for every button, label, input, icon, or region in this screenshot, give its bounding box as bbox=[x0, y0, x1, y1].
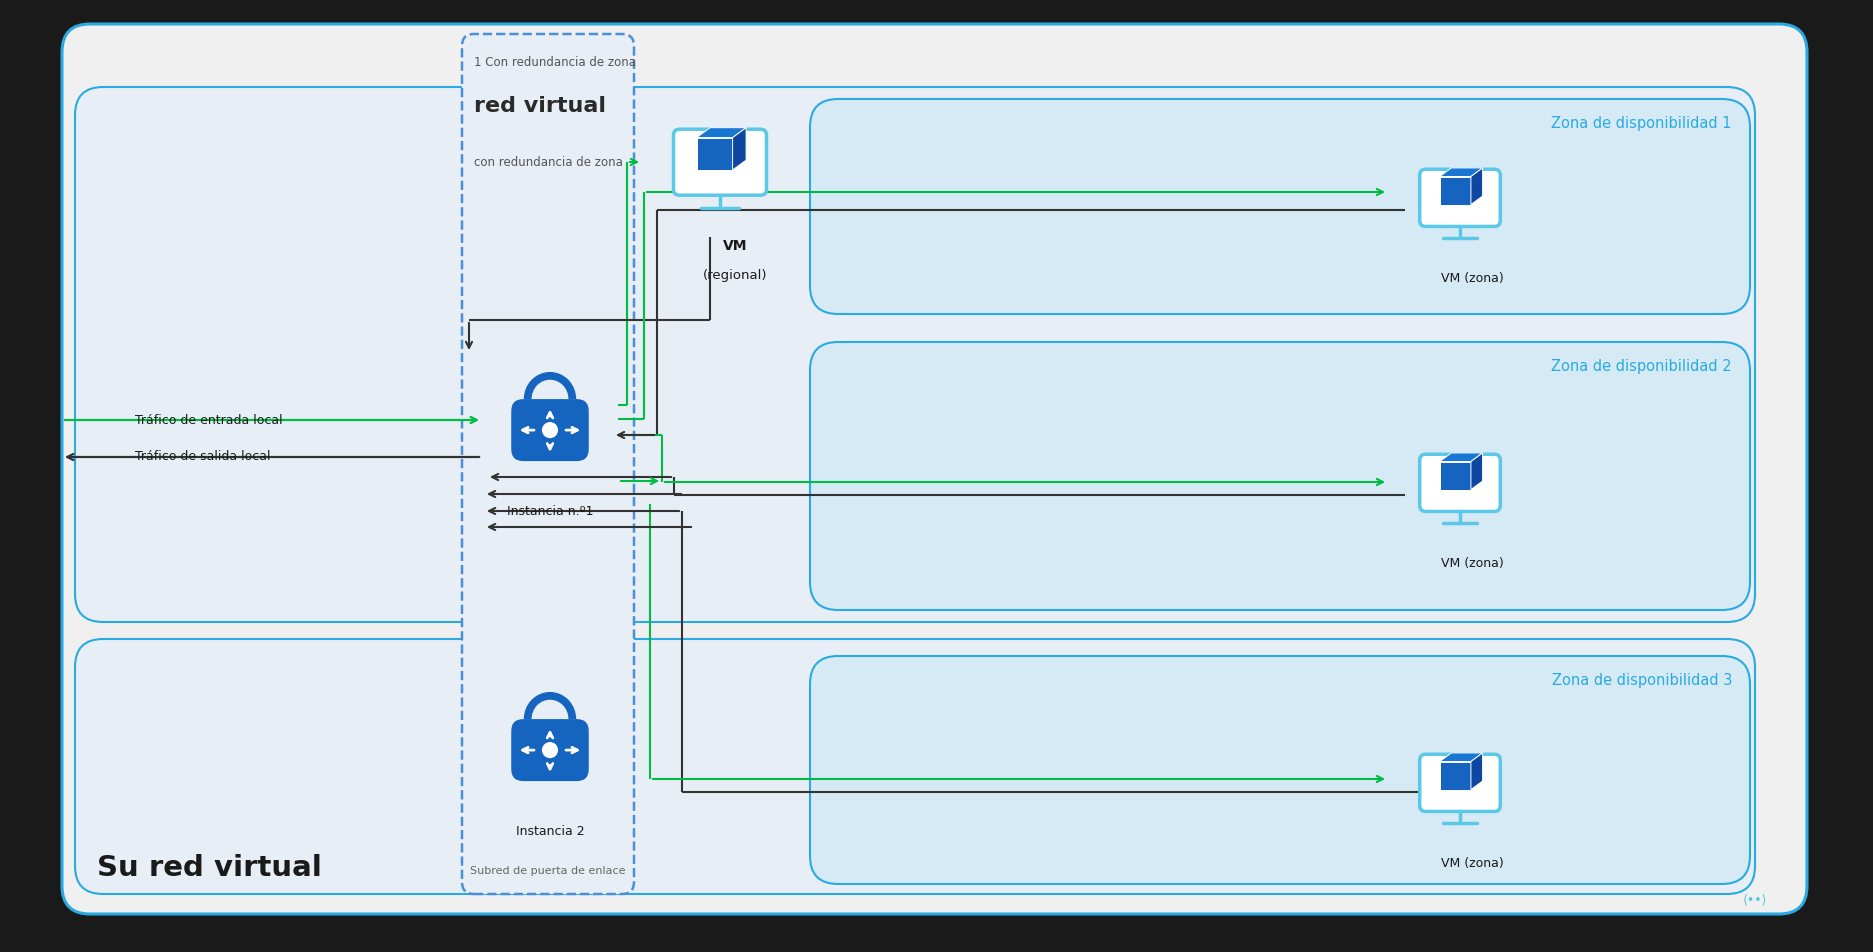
Text: VM (zona): VM (zona) bbox=[1440, 857, 1504, 870]
Polygon shape bbox=[1440, 168, 1483, 176]
Polygon shape bbox=[1470, 453, 1483, 489]
FancyBboxPatch shape bbox=[463, 34, 633, 894]
Polygon shape bbox=[1440, 753, 1483, 762]
FancyBboxPatch shape bbox=[1420, 754, 1500, 811]
Polygon shape bbox=[1470, 168, 1483, 205]
Circle shape bbox=[541, 422, 558, 438]
Polygon shape bbox=[1470, 753, 1483, 789]
Polygon shape bbox=[1440, 762, 1470, 789]
Text: con redundancia de zona: con redundancia de zona bbox=[474, 156, 624, 169]
FancyBboxPatch shape bbox=[1420, 169, 1500, 227]
FancyBboxPatch shape bbox=[809, 656, 1749, 884]
FancyBboxPatch shape bbox=[674, 129, 766, 195]
Polygon shape bbox=[1440, 462, 1470, 489]
Polygon shape bbox=[1440, 453, 1483, 462]
Text: VM (zona): VM (zona) bbox=[1440, 272, 1504, 285]
FancyBboxPatch shape bbox=[62, 24, 1807, 914]
Text: VM: VM bbox=[723, 239, 747, 253]
Polygon shape bbox=[1440, 176, 1470, 205]
Text: ⟨••⟩: ⟨••⟩ bbox=[1742, 894, 1768, 906]
Text: Zona de disponibilidad 1: Zona de disponibilidad 1 bbox=[1551, 116, 1733, 131]
FancyBboxPatch shape bbox=[511, 399, 588, 461]
FancyBboxPatch shape bbox=[75, 87, 1755, 622]
Text: (regional): (regional) bbox=[702, 269, 768, 282]
Text: Instancia 2: Instancia 2 bbox=[515, 825, 584, 838]
Text: Instancia n.º1: Instancia n.º1 bbox=[508, 505, 594, 518]
FancyBboxPatch shape bbox=[1420, 454, 1500, 511]
FancyBboxPatch shape bbox=[511, 719, 588, 781]
Polygon shape bbox=[697, 138, 732, 170]
Text: VM (zona): VM (zona) bbox=[1440, 557, 1504, 570]
Circle shape bbox=[541, 742, 558, 758]
Polygon shape bbox=[697, 128, 745, 138]
Text: Subred de puerta de enlace: Subred de puerta de enlace bbox=[470, 866, 626, 876]
Text: red virtual: red virtual bbox=[474, 96, 607, 116]
Text: Su red virtual: Su red virtual bbox=[97, 854, 322, 882]
FancyBboxPatch shape bbox=[75, 639, 1755, 894]
Text: Zona de disponibilidad 3: Zona de disponibilidad 3 bbox=[1551, 673, 1733, 688]
Text: Zona de disponibilidad 2: Zona de disponibilidad 2 bbox=[1551, 359, 1733, 374]
Text: Tráfico de entrada local: Tráfico de entrada local bbox=[135, 413, 283, 426]
Polygon shape bbox=[732, 128, 745, 170]
Text: 1 Con redundancia de zona: 1 Con redundancia de zona bbox=[474, 56, 637, 69]
FancyBboxPatch shape bbox=[809, 342, 1749, 610]
Text: Tráfico de salida local: Tráfico de salida local bbox=[135, 450, 270, 464]
FancyBboxPatch shape bbox=[809, 99, 1749, 314]
